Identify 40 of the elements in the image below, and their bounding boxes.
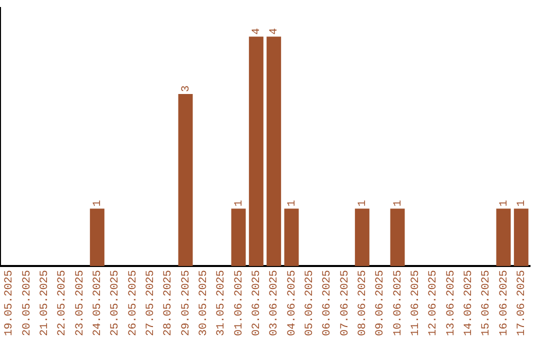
x-tick-label: 07.06.2025 — [339, 270, 352, 336]
x-tick-label: 08.06.2025 — [357, 270, 370, 336]
x-tick-label: 21.05.2025 — [39, 270, 52, 336]
x-tick-label: 17.06.2025 — [516, 270, 528, 336]
x-tick-label: 29.05.2025 — [180, 270, 192, 336]
x-tick-label: 13.06.2025 — [445, 270, 458, 336]
x-tick-label: 24.05.2025 — [92, 270, 104, 336]
x-tick-label: 10.06.2025 — [392, 270, 404, 336]
x-tick-label: 04.06.2025 — [286, 270, 298, 336]
x-tick-label: 12.06.2025 — [428, 270, 440, 336]
x-tick-label: 03.06.2025 — [268, 270, 281, 336]
x-tick-label: 02.06.2025 — [251, 270, 264, 336]
x-tick-label: 19.05.2025 — [4, 270, 16, 336]
x-tick-label: 16.06.2025 — [498, 270, 510, 336]
data-label: 1 — [286, 200, 298, 207]
data-label: 4 — [251, 28, 264, 35]
data-label: 1 — [233, 200, 246, 207]
x-tick-label: 11.06.2025 — [410, 270, 422, 336]
x-tick-label: 27.05.2025 — [145, 270, 158, 336]
x-tick-label: 09.06.2025 — [374, 270, 387, 336]
data-label: 1 — [92, 200, 104, 207]
data-label: 1 — [516, 200, 528, 207]
x-tick-label: 20.05.2025 — [21, 270, 34, 336]
x-tick-label: 26.05.2025 — [127, 270, 140, 336]
x-tick-label: 23.05.2025 — [74, 270, 86, 336]
data-label: 1 — [498, 200, 510, 207]
x-tick-label: 14.06.2025 — [463, 270, 476, 336]
x-tick-label: 06.06.2025 — [322, 270, 334, 336]
data-label: 1 — [392, 200, 404, 207]
data-label: 4 — [268, 28, 281, 35]
x-tick-label: 15.06.2025 — [480, 270, 493, 336]
x-tick-label: 25.05.2025 — [110, 270, 122, 336]
data-label: 3 — [180, 85, 192, 92]
data-label: 1 — [357, 200, 370, 207]
x-tick-label: 05.06.2025 — [304, 270, 316, 336]
x-tick-label: 30.05.2025 — [198, 270, 210, 336]
x-tick-label: 22.05.2025 — [56, 270, 69, 336]
x-tick-label: 31.05.2025 — [216, 270, 228, 336]
x-tick-label: 28.05.2025 — [162, 270, 175, 336]
x-tick-label: 01.06.2025 — [233, 270, 246, 336]
